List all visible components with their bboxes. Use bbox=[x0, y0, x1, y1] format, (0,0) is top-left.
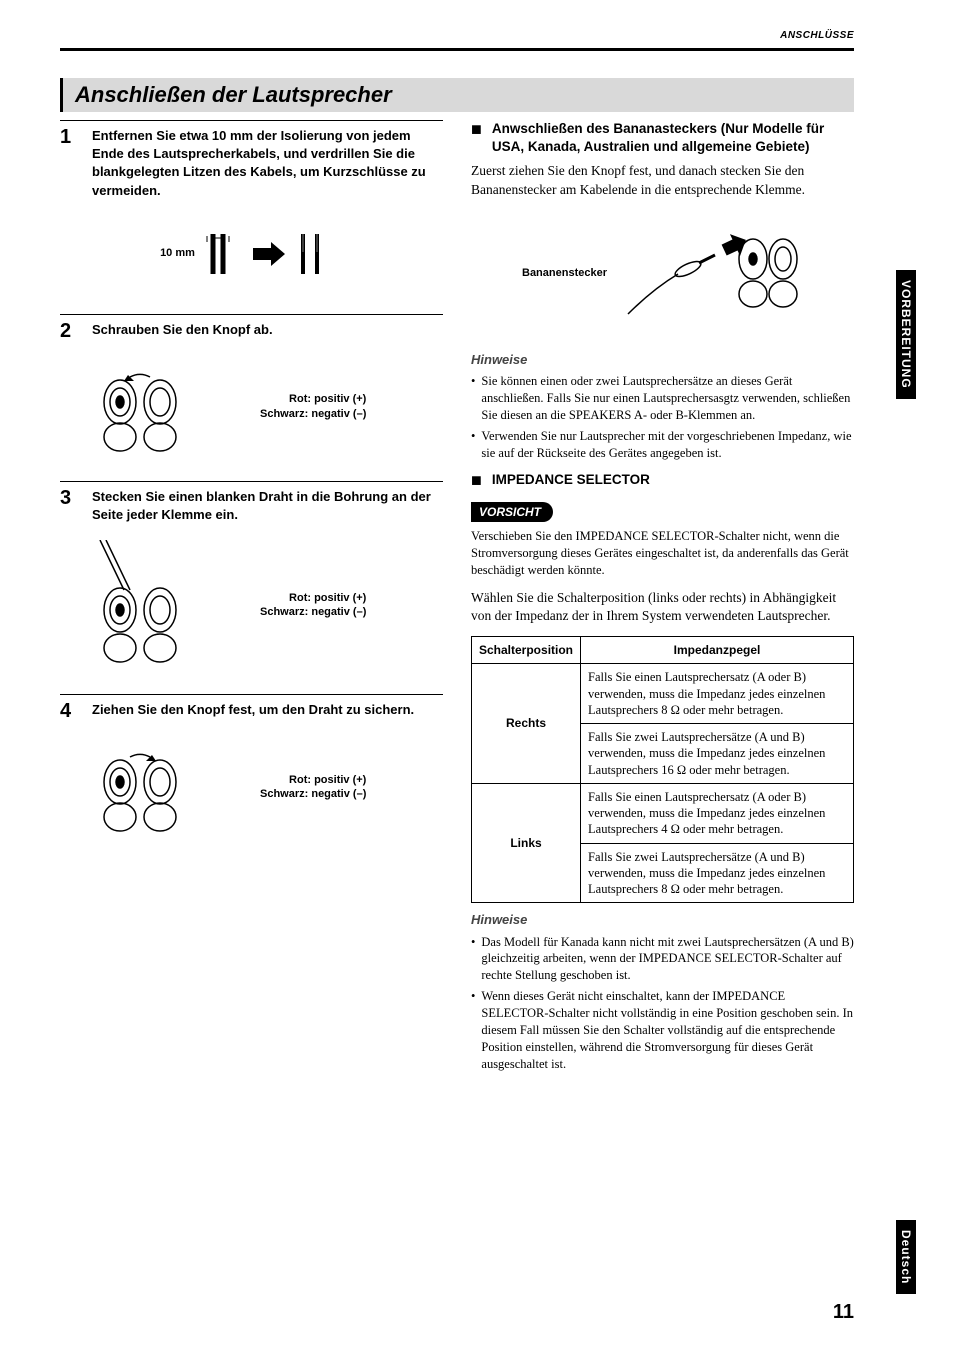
step-number: 4 bbox=[60, 701, 78, 721]
diagram-tighten: Rot: positiv (+) Schwarz: negativ (–) bbox=[60, 731, 443, 849]
cell-desc: Falls Sie einen Lautsprechersatz (A oder… bbox=[581, 664, 854, 724]
step-2: 2 Schrauben Sie den Knopf ab. bbox=[60, 314, 443, 341]
hinweise-label-2: Hinweise bbox=[471, 911, 854, 929]
cell-desc: Falls Sie zwei Lautsprechersätze (A und … bbox=[581, 843, 854, 903]
square-bullet-icon: ■ bbox=[471, 471, 482, 489]
cell-desc: Falls Sie zwei Lautsprechersätze (A und … bbox=[581, 724, 854, 784]
hinweise-list-1: Sie können einen oder zwei Lautsprechers… bbox=[471, 373, 854, 461]
step-3: 3 Stecken Sie einen blanken Draht in die… bbox=[60, 481, 443, 524]
terminal-tighten-icon bbox=[90, 737, 200, 837]
diagram-strip-wire: 10 mm bbox=[60, 210, 443, 302]
step-number: 3 bbox=[60, 488, 78, 524]
vorsicht-label: VORSICHT bbox=[471, 502, 553, 523]
banana-body: Zuerst ziehen Sie den Knopf fest, und da… bbox=[471, 162, 854, 198]
polarity-pos: Rot: positiv (+) bbox=[260, 773, 366, 787]
polarity-label: Rot: positiv (+) Schwarz: negativ (–) bbox=[260, 392, 366, 421]
right-column: ■ Anwschließen des Bananasteckers (Nur M… bbox=[471, 120, 854, 1083]
page-title: Anschließen der Lautsprecher bbox=[75, 82, 842, 108]
polarity-neg: Schwarz: negativ (–) bbox=[260, 605, 366, 619]
step-text: Entfernen Sie etwa 10 mm der Isolierung … bbox=[92, 127, 443, 200]
banana-heading-text: Anwschließen des Bananasteckers (Nur Mod… bbox=[492, 120, 854, 156]
impedance-table: Schalterposition Impedanzpegel Rechts Fa… bbox=[471, 636, 854, 904]
diagram-banana: Bananenstecker bbox=[471, 209, 854, 343]
th-level: Impedanzpegel bbox=[581, 636, 854, 664]
header-rule bbox=[60, 48, 854, 51]
label-banana: Bananenstecker bbox=[522, 266, 607, 281]
hint-item: Sie können einen oder zwei Lautsprechers… bbox=[481, 373, 854, 424]
impedance-heading: ■ IMPEDANCE SELECTOR bbox=[471, 471, 854, 489]
banana-heading: ■ Anwschließen des Bananasteckers (Nur M… bbox=[471, 120, 854, 156]
polarity-label: Rot: positiv (+) Schwarz: negativ (–) bbox=[260, 591, 366, 620]
hinweise-list-2: Das Modell für Kanada kann nicht mit zwe… bbox=[471, 934, 854, 1073]
vorsicht-body: Verschieben Sie den IMPEDANCE SELECTOR-S… bbox=[471, 528, 854, 579]
polarity-label: Rot: positiv (+) Schwarz: negativ (–) bbox=[260, 773, 366, 802]
banana-plug-icon bbox=[623, 219, 803, 329]
cell-rechts: Rechts bbox=[472, 664, 581, 784]
cell-links: Links bbox=[472, 783, 581, 903]
wire-strip-icon bbox=[203, 224, 343, 284]
header-label: ANSCHLÜSSE bbox=[780, 30, 854, 41]
diagram-insert-wire: Rot: positiv (+) Schwarz: negativ (–) bbox=[60, 534, 443, 682]
polarity-pos: Rot: positiv (+) bbox=[260, 591, 366, 605]
step-number: 2 bbox=[60, 321, 78, 341]
label-10mm: 10 mm bbox=[160, 246, 195, 261]
content-columns: 1 Entfernen Sie etwa 10 mm der Isolierun… bbox=[60, 120, 854, 1083]
step-text: Schrauben Sie den Knopf ab. bbox=[92, 321, 273, 341]
impedance-heading-text: IMPEDANCE SELECTOR bbox=[492, 471, 650, 489]
polarity-neg: Schwarz: negativ (–) bbox=[260, 407, 366, 421]
diagram-unscrew: Rot: positiv (+) Schwarz: negativ (–) bbox=[60, 351, 443, 469]
polarity-neg: Schwarz: negativ (–) bbox=[260, 787, 366, 801]
polarity-pos: Rot: positiv (+) bbox=[260, 392, 366, 406]
cell-desc: Falls Sie einen Lautsprechersatz (A oder… bbox=[581, 783, 854, 843]
th-position: Schalterposition bbox=[472, 636, 581, 664]
page-number: 11 bbox=[833, 1301, 854, 1324]
hinweise-label-1: Hinweise bbox=[471, 351, 854, 369]
square-bullet-icon: ■ bbox=[471, 120, 482, 138]
step-1: 1 Entfernen Sie etwa 10 mm der Isolierun… bbox=[60, 120, 443, 200]
title-bar: Anschließen der Lautsprecher bbox=[60, 78, 854, 112]
hint-item: Wenn dieses Gerät nicht einschaltet, kan… bbox=[481, 988, 854, 1072]
step-number: 1 bbox=[60, 127, 78, 200]
step-text: Stecken Sie einen blanken Draht in die B… bbox=[92, 488, 443, 524]
side-tab-deutsch: Deutsch bbox=[896, 1220, 916, 1294]
step-4: 4 Ziehen Sie den Knopf fest, um den Drah… bbox=[60, 694, 443, 721]
step-text: Ziehen Sie den Knopf fest, um den Draht … bbox=[92, 701, 414, 721]
impedance-intro: Wählen Sie die Schalterposition (links o… bbox=[471, 589, 854, 625]
side-tab-vorbereitung: VORBEREITUNG bbox=[896, 270, 916, 399]
left-column: 1 Entfernen Sie etwa 10 mm der Isolierun… bbox=[60, 120, 443, 1083]
terminal-insert-icon bbox=[90, 540, 200, 670]
hint-item: Das Modell für Kanada kann nicht mit zwe… bbox=[481, 934, 854, 985]
hint-item: Verwenden Sie nur Lautsprecher mit der v… bbox=[481, 428, 854, 462]
terminal-unscrew-icon bbox=[90, 357, 200, 457]
